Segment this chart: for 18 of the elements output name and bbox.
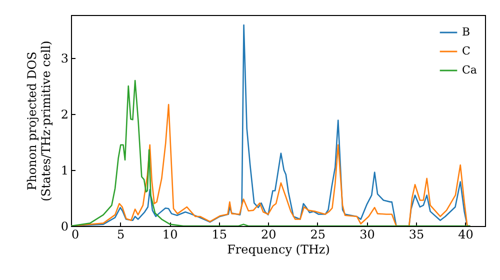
x-tick-label: 25 (310, 228, 326, 242)
x-tick-label: 5 (116, 228, 125, 242)
line-series (71, 80, 471, 226)
x-tick-label: 20 (261, 228, 276, 242)
legend-label: C (462, 44, 470, 58)
y-tick-label: 2 (60, 108, 68, 122)
legend-label: B (462, 26, 470, 38)
x-axis-title: Frequency (THz) (227, 242, 330, 256)
x-tick-label: 15 (212, 228, 227, 242)
x-tick-label: 35 (408, 228, 424, 242)
y-tick-label: 1 (60, 164, 68, 178)
x-tick-label: 10 (162, 228, 178, 242)
x-tick-label: 40 (458, 228, 474, 242)
x-tick-label: 0 (72, 228, 80, 242)
x-tick-label: 30 (360, 228, 375, 242)
y-tick-label: 3 (60, 52, 68, 66)
y-axis-title: Phonon projected DOS (States/THz·primitive cell) (24, 40, 53, 202)
legend-label: Ca (462, 64, 478, 76)
